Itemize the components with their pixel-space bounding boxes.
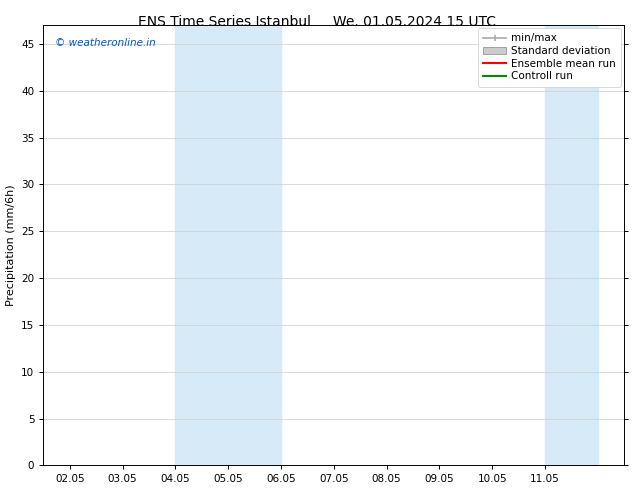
- Text: ENS Time Series Istanbul     We. 01.05.2024 15 UTC: ENS Time Series Istanbul We. 01.05.2024 …: [138, 15, 496, 29]
- Bar: [545, 25, 598, 465]
- Bar: [176, 25, 281, 465]
- Legend: min/max, Standard deviation, Ensemble mean run, Controll run: min/max, Standard deviation, Ensemble me…: [478, 28, 621, 87]
- Text: © weatheronline.in: © weatheronline.in: [55, 38, 156, 49]
- Y-axis label: Precipitation (mm/6h): Precipitation (mm/6h): [6, 184, 16, 306]
